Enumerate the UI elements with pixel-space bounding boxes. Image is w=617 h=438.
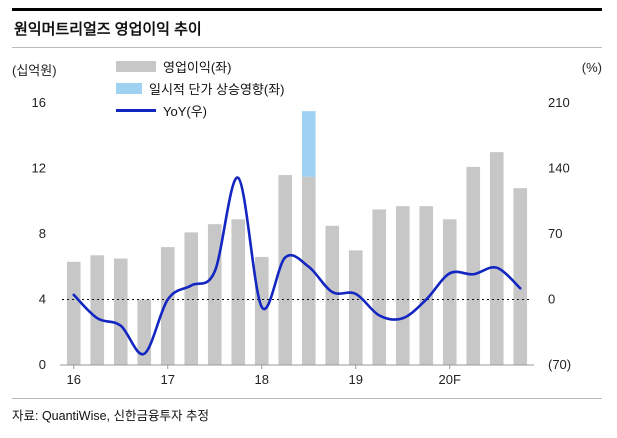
bar-swatch-icon: [116, 83, 142, 94]
left-tick-label: 4: [39, 292, 46, 307]
bar-one-off-effect: [301, 111, 316, 177]
left-tick-label: 0: [39, 357, 46, 372]
legend-item-operating-profit: 영업이익(좌): [116, 57, 284, 76]
right-tick-label: 140: [548, 161, 570, 176]
page-title: 원익머트리얼즈 영업이익 추이: [14, 21, 202, 38]
legend-item-one-off-price-effect: 일시적 단가 상승영향(좌): [116, 79, 284, 98]
legend-label: 일시적 단가 상승영향(좌): [149, 82, 285, 97]
x-tick-label: 19: [349, 372, 363, 387]
line-swatch-icon: [116, 109, 156, 112]
bar-operating-profit: [325, 225, 340, 365]
bar-operating-profit: [348, 250, 363, 365]
bar-operating-profit: [160, 247, 175, 365]
bar-operating-profit: [66, 261, 81, 365]
bar-operating-profit: [207, 224, 222, 365]
left-axis-unit: (십억원): [12, 63, 57, 78]
title-block: 원익머트리얼즈 영업이익 추이: [12, 8, 602, 48]
right-tick-label: 0: [548, 292, 555, 307]
bar-operating-profit: [372, 209, 387, 365]
chart-legend: 영업이익(좌) 일시적 단가 상승영향(좌) YoY(우): [116, 57, 284, 120]
x-tick-label: 20F: [439, 372, 461, 387]
bar-operating-profit: [90, 255, 105, 365]
bar-operating-profit: [301, 176, 316, 365]
bar-operating-profit: [254, 256, 269, 365]
right-tick-label: (70): [548, 357, 571, 372]
bar-operating-profit: [184, 232, 199, 365]
legend-item-yoy: YoY(우): [116, 101, 284, 120]
bar-operating-profit: [395, 206, 410, 365]
bar-operating-profit: [442, 219, 457, 365]
bar-operating-profit: [231, 219, 246, 365]
left-tick-label: 12: [32, 161, 46, 176]
legend-label: YoY(우): [163, 104, 207, 119]
x-tick-label: 17: [161, 372, 175, 387]
yoy-line: [72, 176, 522, 356]
right-tick-label: 70: [548, 226, 562, 241]
bar-operating-profit: [278, 175, 293, 365]
source-note: 자료: QuantiWise, 신한금융투자 추정: [12, 398, 602, 424]
bar-operating-profit: [513, 188, 528, 365]
bar-operating-profit: [489, 152, 504, 365]
legend-label: 영업이익(좌): [163, 60, 232, 75]
bar-operating-profit: [113, 258, 128, 365]
x-tick-label: 18: [255, 372, 269, 387]
bar-operating-profit: [419, 206, 434, 365]
left-tick-label: 8: [39, 226, 46, 241]
x-tick-label: 16: [67, 372, 81, 387]
right-tick-label: 210: [548, 95, 570, 110]
left-tick-label: 16: [32, 95, 46, 110]
bar-swatch-icon: [116, 61, 156, 72]
right-axis-unit: (%): [581, 60, 602, 75]
bar-operating-profit: [466, 166, 481, 365]
